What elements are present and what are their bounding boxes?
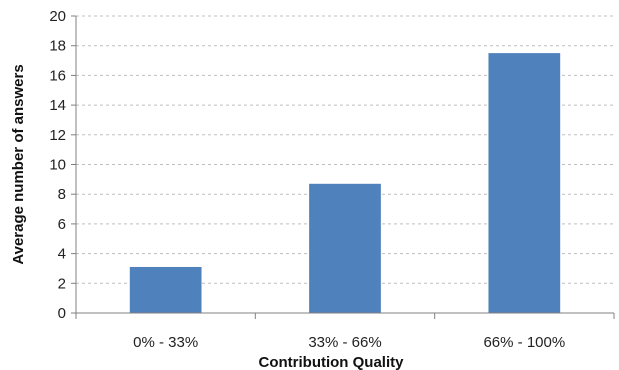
bar-1 — [129, 266, 202, 313]
y-tick-label: 20 — [49, 8, 66, 25]
x-tick-label: 33% - 66% — [308, 334, 381, 351]
y-tick-label: 18 — [49, 38, 66, 55]
y-tick-label: 16 — [49, 67, 66, 84]
y-tick-label: 8 — [58, 186, 66, 203]
y-tick-label: 4 — [58, 246, 66, 263]
y-tick-label: 2 — [58, 275, 66, 292]
bar-3 — [488, 53, 561, 313]
x-tick-labels: 0% - 33% 33% - 66% 66% - 100% — [133, 334, 565, 351]
x-tick-label: 0% - 33% — [133, 334, 198, 351]
bars — [129, 53, 561, 313]
y-tick-label: 10 — [49, 157, 66, 174]
y-tick-label: 12 — [49, 127, 66, 144]
bar-2 — [309, 183, 381, 313]
y-tick-label: 0 — [58, 305, 66, 322]
y-axis-title: Average number of answers — [10, 64, 27, 264]
y-tick-label: 14 — [49, 97, 66, 114]
y-tick-label: 6 — [58, 216, 66, 233]
y-tick-labels: 0 2 4 6 8 10 12 14 16 18 20 — [49, 8, 66, 322]
x-tick-label: 66% - 100% — [483, 334, 565, 351]
axes — [71, 15, 615, 319]
x-axis-title: Contribution Quality — [259, 354, 405, 370]
